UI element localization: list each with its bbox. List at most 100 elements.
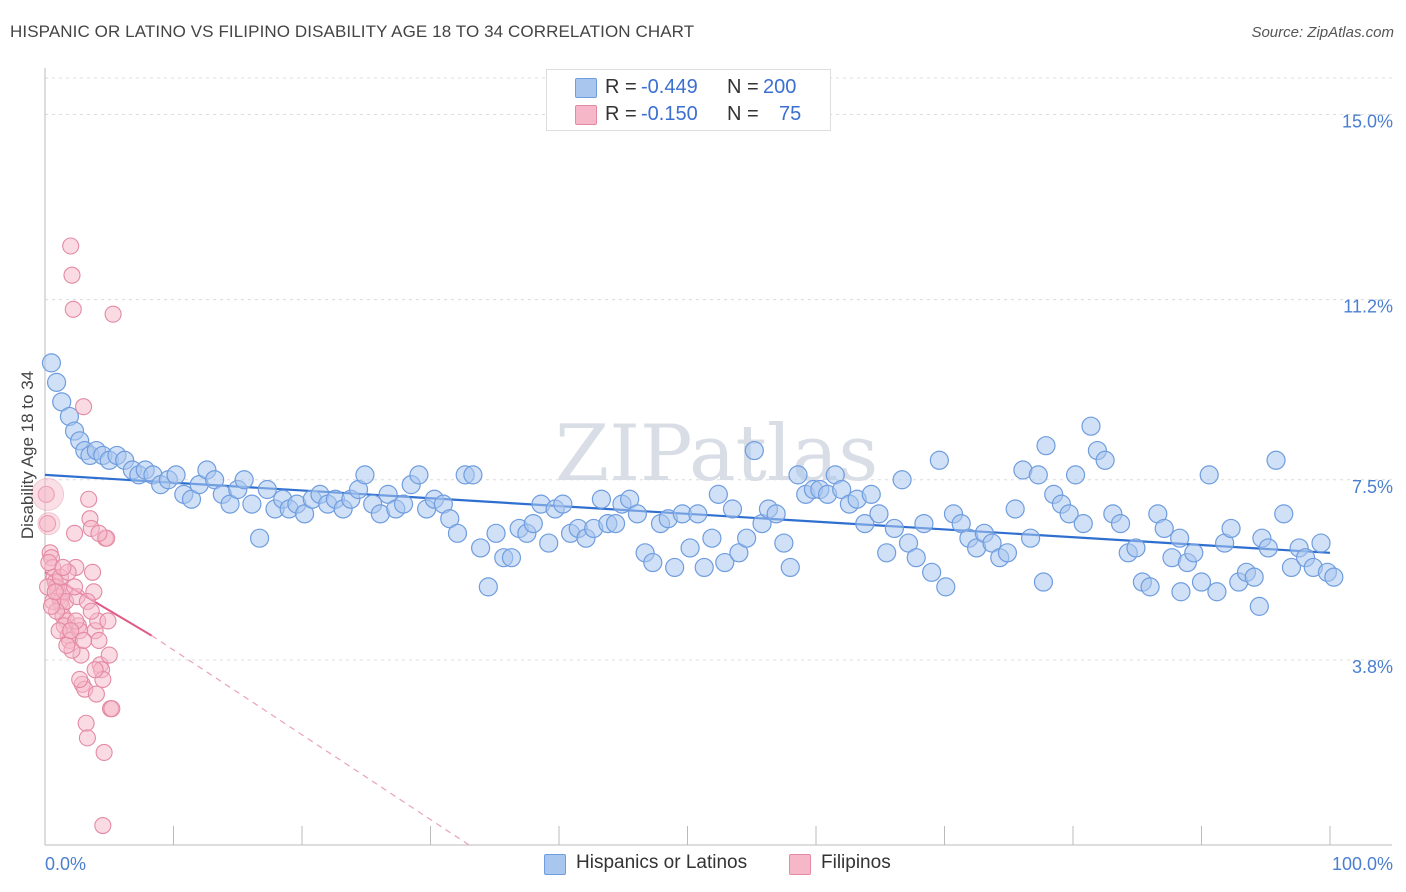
hispanic-point (523, 513, 543, 534)
legend-row-hispanic: R = -0.449 N = 200 (547, 74, 830, 100)
hispanic-point (1140, 577, 1160, 597)
filipino-point (63, 266, 81, 284)
hispanic-point (1095, 450, 1115, 470)
filipino-point (64, 300, 82, 318)
hispanic-point (906, 548, 926, 568)
hispanic-point (1028, 465, 1048, 485)
filipino-point (90, 524, 108, 542)
grid-lines (45, 77, 1392, 661)
hispanic-point (1020, 528, 1041, 548)
hispanic-point (1033, 572, 1054, 592)
hispanic-point (257, 479, 277, 500)
legend-n-value: 75 (779, 102, 802, 125)
filipino-point (62, 237, 80, 255)
hispanic-point (1244, 567, 1264, 587)
filipino-point (37, 512, 61, 536)
hispanic-point (1126, 538, 1146, 558)
hispanic-point (780, 557, 800, 578)
hispanic-point (855, 513, 875, 534)
filipino-point (80, 490, 98, 508)
hispanic-point (665, 557, 685, 578)
legend-row-filipino: R = -0.150 N = 75 (547, 101, 830, 127)
y-tick-label: 11.2% (1343, 297, 1393, 317)
hispanic-point (1184, 543, 1204, 563)
filipino-point (83, 563, 102, 581)
hispanic-point (1199, 465, 1219, 485)
axes (44, 68, 1392, 846)
y-tick-label: 15.0% (1342, 112, 1393, 132)
hispanic-point (715, 552, 735, 573)
hispanic-point (1249, 596, 1269, 616)
x-tick-label: 0.0% (45, 854, 86, 874)
legend-r-value: -0.150 (641, 102, 698, 125)
hispanic-point (744, 440, 764, 461)
filipino-point (75, 631, 93, 650)
filipino-point (40, 553, 58, 572)
filipino-point (75, 398, 93, 416)
hispanic-point (1081, 416, 1101, 436)
legend-n-label: N = (727, 102, 759, 125)
hispanic-point (627, 504, 647, 524)
filipino-point (95, 743, 113, 762)
hispanic-point (702, 528, 722, 548)
filipino-point (78, 729, 96, 747)
hispanic-point (1005, 499, 1025, 519)
correlation-legend: R = -0.449 N = 200 R = -0.150 N = 75 (546, 69, 831, 131)
hispanic-point (486, 523, 506, 543)
filipino-point (86, 661, 104, 679)
filipino-point (100, 646, 118, 664)
hispanic-point (892, 470, 912, 490)
hispanic-point (774, 533, 794, 553)
hispanic-point (1191, 572, 1212, 592)
hispanic-point (409, 465, 429, 485)
hispanic-point (447, 523, 468, 543)
hispanic-point (355, 465, 375, 485)
filipino-point (31, 477, 65, 511)
hispanic-point (463, 465, 483, 485)
hispanic-point (501, 548, 522, 568)
legend-swatch-filipino (575, 105, 597, 125)
y-tick-label: 7.5% (1352, 477, 1393, 497)
hispanic-point (688, 504, 708, 524)
hispanic-point (46, 372, 67, 392)
y-tick-label: 3.8% (1352, 657, 1393, 677)
hispanic-point (591, 489, 612, 509)
filipino-point (62, 622, 80, 640)
legend-r-label: R = (605, 75, 637, 98)
legend-n-value: 200 (763, 75, 797, 98)
hispanic-point (1154, 518, 1174, 539)
hispanic-point (861, 484, 881, 504)
hispanic-point (936, 577, 956, 597)
filipino-point (39, 515, 57, 533)
filipino-point (77, 714, 95, 732)
hispanic-point (877, 543, 897, 563)
hispanic-point (737, 528, 757, 548)
filipino-point (90, 631, 108, 650)
hispanic-point (539, 533, 559, 553)
hispanic-point (1207, 582, 1227, 602)
filipino-point (42, 597, 60, 615)
hispanic-point (722, 499, 743, 519)
hispanic-point (869, 504, 889, 524)
hispanic-point (234, 470, 254, 490)
hispanic-point (1266, 450, 1286, 470)
filipino-point (82, 602, 100, 620)
hispanic-point (41, 353, 62, 373)
legend-r-value: -0.449 (641, 75, 698, 98)
hispanic-point (680, 538, 700, 558)
hispanic-point (708, 484, 728, 504)
filipino-point (54, 558, 72, 576)
hispanic-point (1221, 518, 1241, 539)
bottom-legend-swatch-filipino (789, 854, 811, 875)
legend-swatch-hispanic (575, 78, 597, 98)
hispanic-point (997, 543, 1018, 563)
hispanic-point (1073, 513, 1093, 534)
hispanic-point (553, 494, 573, 514)
hispanic-point (694, 557, 714, 578)
filipino-point (87, 685, 105, 703)
hispanic-point (1274, 504, 1294, 524)
hispanic-point (1170, 528, 1190, 548)
filipino-point (99, 612, 117, 630)
filipino-point (37, 485, 55, 503)
